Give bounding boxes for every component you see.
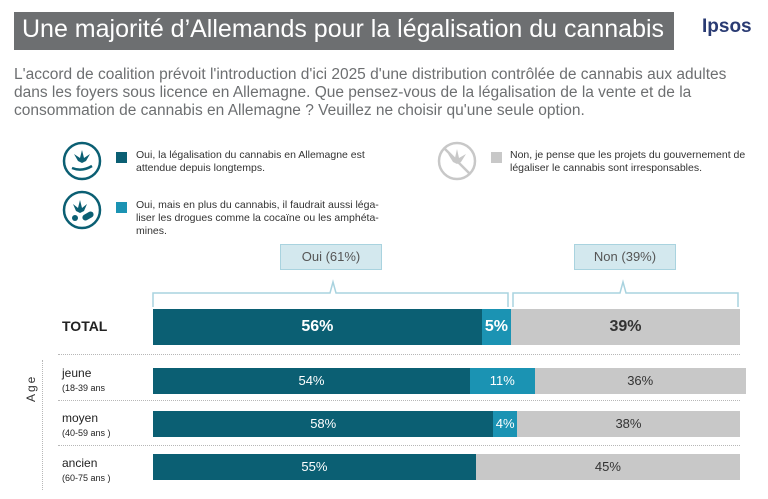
row-sublabel-moyen: (40-59 ans )	[62, 428, 111, 438]
bar-value-label: 4%	[495, 416, 515, 431]
cannabis-leaf-hand-icon	[62, 141, 102, 181]
bar-segment: 54%	[153, 368, 470, 394]
bar-segment: 45%	[475, 454, 740, 480]
row-separator	[58, 354, 740, 355]
bar-value-label: 58%	[310, 416, 337, 431]
bar-value-label: 56%	[301, 318, 334, 335]
bar-segment: 39%	[511, 309, 740, 345]
row-label-jeune: jeune	[62, 366, 92, 380]
legend-swatch-1	[116, 152, 127, 163]
row-label-ancien: ancien	[62, 456, 98, 470]
bar-value-label: 39%	[609, 318, 642, 335]
bar-segment: 55%	[153, 454, 476, 480]
row-label-total: TOTAL	[62, 318, 108, 334]
legend-label-1: Oui, la légalisation du cannabis en Alle…	[136, 149, 365, 174]
non-total-box: Non (39%)	[574, 244, 676, 270]
age-group-label: Age	[24, 374, 38, 402]
bar-value-label: 11%	[489, 373, 515, 388]
legend-swatch-2	[116, 202, 127, 213]
cannabis-pills-icon	[62, 190, 102, 230]
bar-segment: 36%	[534, 368, 746, 394]
title-bar	[14, 12, 674, 50]
bar-value-label: 45%	[594, 459, 621, 474]
bar-value-label: 55%	[301, 459, 328, 474]
chart-title: Une majorité d’Allemands pour la légalis…	[22, 15, 665, 43]
row-sublabel-ancien: (60-75 ans )	[62, 473, 111, 483]
bar-segment: 38%	[516, 411, 740, 437]
bar-segment: 56%	[153, 309, 482, 345]
row-separator	[58, 400, 740, 401]
row-label-moyen: moyen	[62, 411, 99, 425]
bar-segment: 4%	[493, 411, 517, 437]
row-sublabel-jeune: (18-39 ans	[62, 383, 106, 393]
legend-label-2: Oui, mais en plus du cannabis, il faudra…	[136, 199, 379, 237]
bar-segment: 11%	[469, 368, 535, 394]
oui-total-box: Oui (61%)	[280, 244, 382, 270]
bar-value-label: 38%	[615, 416, 642, 431]
bar-segment: 5%	[481, 309, 512, 345]
bar-segment: 58%	[153, 411, 494, 437]
bar-value-label: 54%	[298, 373, 325, 388]
legend-label-3: Non, je pense que les projets du gouvern…	[510, 149, 746, 174]
brand-logo: Ipsos	[702, 16, 752, 37]
legend-swatch-3	[491, 152, 502, 163]
bar-value-label: 36%	[627, 373, 654, 388]
bar-value-label: 5%	[484, 318, 508, 335]
survey-question: L'accord de coalition prévoit l'introduc…	[14, 66, 727, 119]
row-separator	[58, 445, 740, 446]
age-group-line	[42, 360, 43, 490]
no-cannabis-icon	[437, 141, 477, 181]
